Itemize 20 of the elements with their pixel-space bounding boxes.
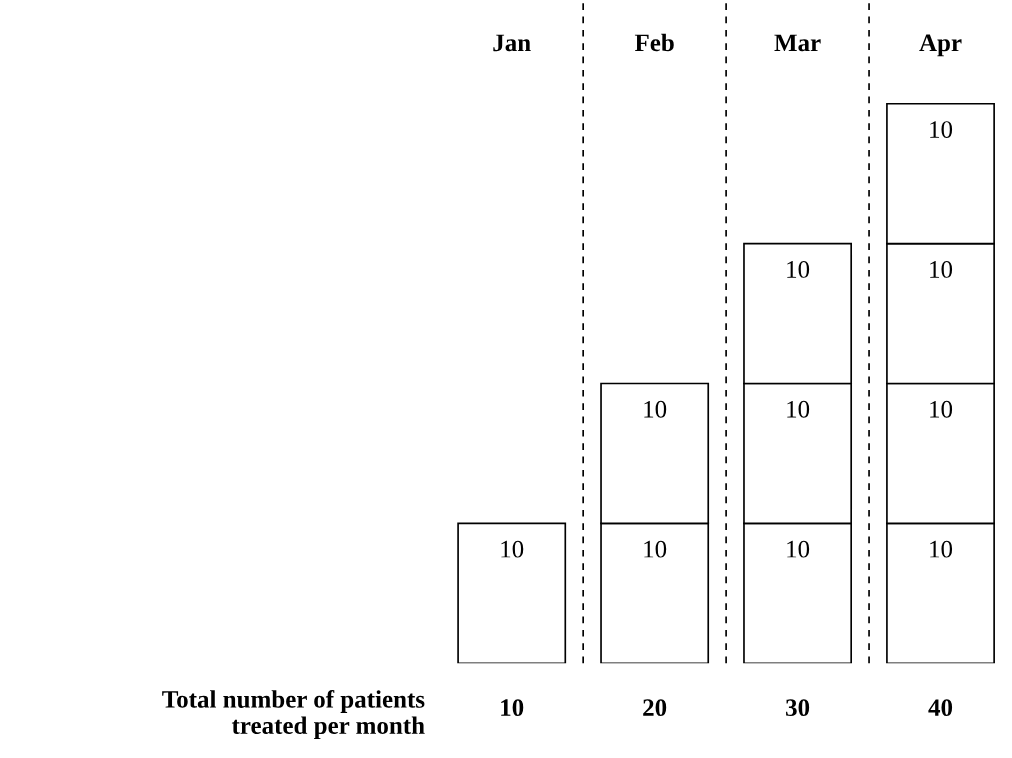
data-label: 10 — [930, 121, 953, 139]
data-label: 10 — [787, 400, 810, 418]
data-label: 10 — [930, 261, 953, 278]
bar — [457, 522, 567, 664]
text: Total number of patients treated per month — [162, 689, 425, 740]
data-label: 10 — [644, 400, 667, 418]
x-tick-label: Apr — [919, 34, 962, 57]
x-tick-label: Mar — [774, 34, 821, 52]
total-label: 10 — [501, 699, 524, 717]
x-tick-label: Jan — [493, 34, 531, 52]
data-label: 10 — [501, 540, 524, 558]
data-label: 10 — [787, 261, 810, 278]
x-tick-label: Feb — [634, 33, 674, 52]
total-label: 40 — [928, 699, 953, 717]
data-label: 10 — [644, 540, 667, 558]
data-label: 10 — [930, 400, 953, 418]
total-label: 30 — [786, 699, 810, 717]
data-label: 10 — [787, 540, 810, 558]
data-label: 10 — [930, 540, 953, 558]
total-label: 20 — [643, 699, 667, 717]
